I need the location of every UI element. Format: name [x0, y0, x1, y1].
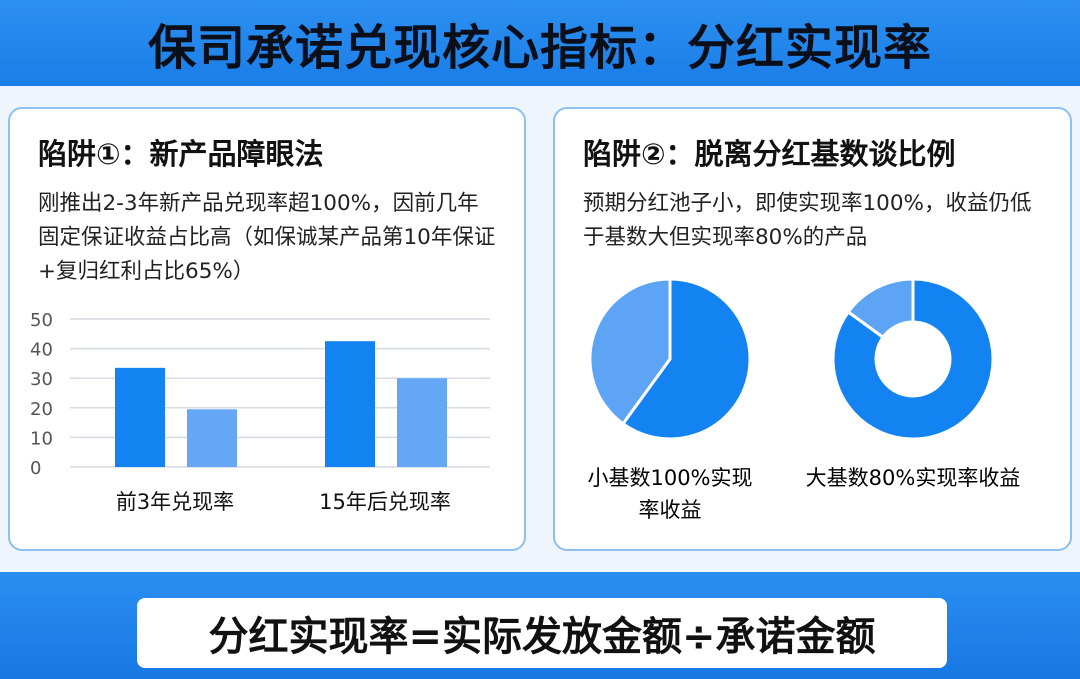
- pie-charts: 小基数100%实现率收益 大基数80%实现率收益: [587, 279, 1021, 522]
- y-tick-label: 10: [30, 428, 53, 449]
- bar: [187, 409, 237, 467]
- bar: [325, 341, 375, 467]
- y-tick-label: 0: [30, 458, 41, 479]
- x-tick-label: 前3年兑现率: [116, 490, 234, 514]
- pie-slice: [831, 279, 995, 441]
- formula-banner: 分红实现率=实际发放金额÷承诺金额: [0, 572, 1080, 679]
- trap-2-card: 陷阱②：脱离分红基数谈比例 预期分红池子小，即使实现率100%，收益仍低于基数大…: [553, 107, 1072, 551]
- trap-1-text: 刚推出2-3年新产品兑现率超100%，因前几年固定保证收益占比高（如保诚某产品第…: [38, 191, 496, 284]
- y-tick-label: 20: [30, 399, 53, 420]
- pie-label: 小基数100%实现: [587, 466, 752, 490]
- pie-label: 率收益: [639, 498, 702, 522]
- pie-slice: [588, 279, 672, 426]
- y-tick-label: 50: [30, 310, 53, 331]
- bar: [115, 367, 165, 467]
- pie-slice: [846, 279, 915, 340]
- pie-slice: [620, 279, 752, 441]
- trap-2-title: 陷阱②：脱离分红基数谈比例: [583, 137, 956, 171]
- trap-1-title: 陷阱①：新产品障眼法: [38, 137, 324, 171]
- y-tick-label: 40: [30, 340, 53, 361]
- pie-label: 大基数80%实现率收益: [806, 466, 1021, 490]
- page-title: 保司承诺兑现核心指标：分红实现率: [147, 20, 932, 76]
- bar: [397, 378, 447, 467]
- header-banner: 保司承诺兑现核心指标：分红实现率: [0, 0, 1080, 86]
- x-tick-label: 15年后兑现率: [319, 490, 451, 514]
- bar-chart: 0 10 20 30 40 50 前3年兑现率 15年后兑现率: [30, 310, 490, 514]
- formula-text: 分红实现率=实际发放金额÷承诺金额: [137, 598, 947, 668]
- trap-1-card: 陷阱①：新产品障眼法 刚推出2-3年新产品兑现率超100%，因前几年固定保证收益…: [8, 107, 526, 551]
- trap-2-text: 预期分红池子小，即使实现率100%，收益仍低于基数大但实现率80%的产品: [583, 191, 1032, 250]
- y-tick-label: 30: [30, 369, 53, 390]
